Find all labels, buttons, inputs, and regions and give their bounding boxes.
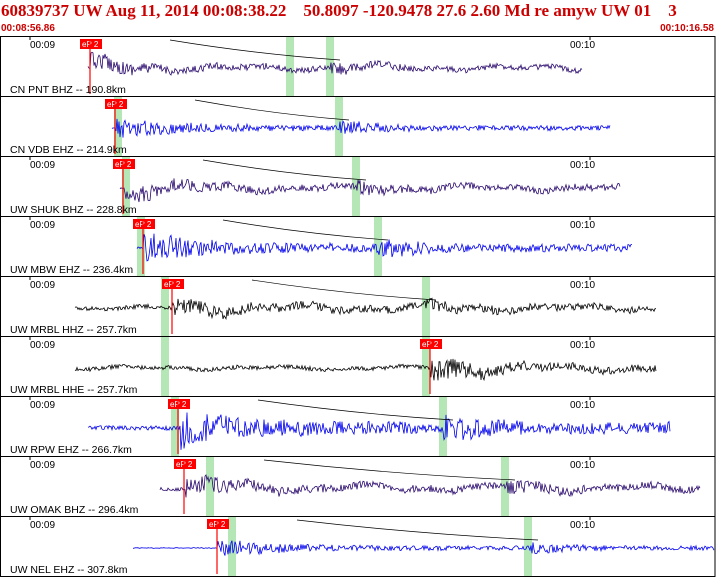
pick-box <box>133 219 155 229</box>
pick-box <box>80 39 102 49</box>
waveform <box>87 412 671 450</box>
tick-label-left: 00:09 <box>30 220 55 231</box>
travel-time-curve <box>296 519 539 541</box>
station-label: UW MBW EHZ -- 236.4km <box>10 264 133 276</box>
pick-box <box>207 519 229 529</box>
pick-box <box>168 399 190 409</box>
tick-label-right: 00:10 <box>570 280 595 291</box>
station-label: UW SHUK BHZ -- 228.8km <box>10 204 137 216</box>
tick-label-left: 00:09 <box>30 460 55 471</box>
waveform <box>119 178 621 203</box>
pick-box <box>420 339 442 349</box>
phase-window <box>501 457 509 516</box>
end-time: 00:10:16.58 <box>660 23 714 34</box>
phase-window <box>206 457 214 516</box>
waveform <box>136 233 633 262</box>
phase-window <box>114 97 122 156</box>
travel-time-curve <box>202 159 367 181</box>
tick-label-right: 00:10 <box>570 340 595 351</box>
tick-label-right: 00:10 <box>570 460 595 471</box>
travel-time-curve <box>257 399 454 421</box>
waveform <box>74 358 657 382</box>
tick-label-right: 00:10 <box>570 400 595 411</box>
station-label: UW OMAK BHZ -- 296.4km <box>10 504 139 516</box>
phase-window <box>161 277 169 336</box>
phase-window <box>137 217 145 276</box>
station-label: UW MRBL HHZ -- 257.7km <box>10 324 137 336</box>
pick-box <box>113 159 135 169</box>
station-label: UW NEL EHZ -- 307.8km <box>10 564 128 576</box>
phase-window <box>286 37 294 96</box>
station-label: CN VDB EHZ -- 214.9km <box>10 144 127 156</box>
station-label: UW MRBL HHE -- 257.7km <box>10 384 138 396</box>
phase-window <box>228 517 236 576</box>
waveform <box>132 540 715 556</box>
phase-window <box>374 217 382 276</box>
travel-time-curve <box>222 219 389 241</box>
travel-time-curve <box>169 39 341 61</box>
waveform <box>87 51 583 76</box>
tick-label-left: 00:09 <box>30 400 55 411</box>
phase-window <box>161 337 169 396</box>
pick-box <box>105 99 127 109</box>
travel-time-curve <box>251 279 437 301</box>
phase-window <box>171 397 179 456</box>
tick-label-left: 00:09 <box>30 40 55 51</box>
event-header: 60839737 UW Aug 11, 2014 00:08:38.22 50.… <box>0 0 716 36</box>
phase-window <box>122 157 130 216</box>
tick-label-left: 00:09 <box>30 160 55 171</box>
waveform <box>111 118 611 138</box>
station-label: CN PNT BHZ -- 190.8km <box>10 84 126 96</box>
pick-box <box>174 459 196 469</box>
tick-label-left: 00:09 <box>30 340 55 351</box>
tick-label-left: 00:09 <box>30 280 55 291</box>
pick-box <box>162 279 184 289</box>
waveform <box>159 474 701 498</box>
phase-window <box>439 397 447 456</box>
trace-frame <box>0 516 716 577</box>
tick-label-right: 00:10 <box>570 40 595 51</box>
travel-time-curve <box>194 99 350 121</box>
tick-label-left: 00:09 <box>30 520 55 531</box>
tick-label-right: 00:10 <box>570 520 595 531</box>
station-label: UW RPW EHZ -- 266.7km <box>10 444 132 456</box>
tick-label-right: 00:10 <box>570 220 595 231</box>
trace-panel: eP 2CN VDB EHZ -- 214.9km <box>0 96 716 157</box>
travel-time-curve <box>263 459 516 481</box>
event-title: 60839737 UW Aug 11, 2014 00:08:38.22 50.… <box>1 1 677 20</box>
tick-label-right: 00:10 <box>570 160 595 171</box>
start-time: 00:08:56.86 <box>1 23 55 34</box>
